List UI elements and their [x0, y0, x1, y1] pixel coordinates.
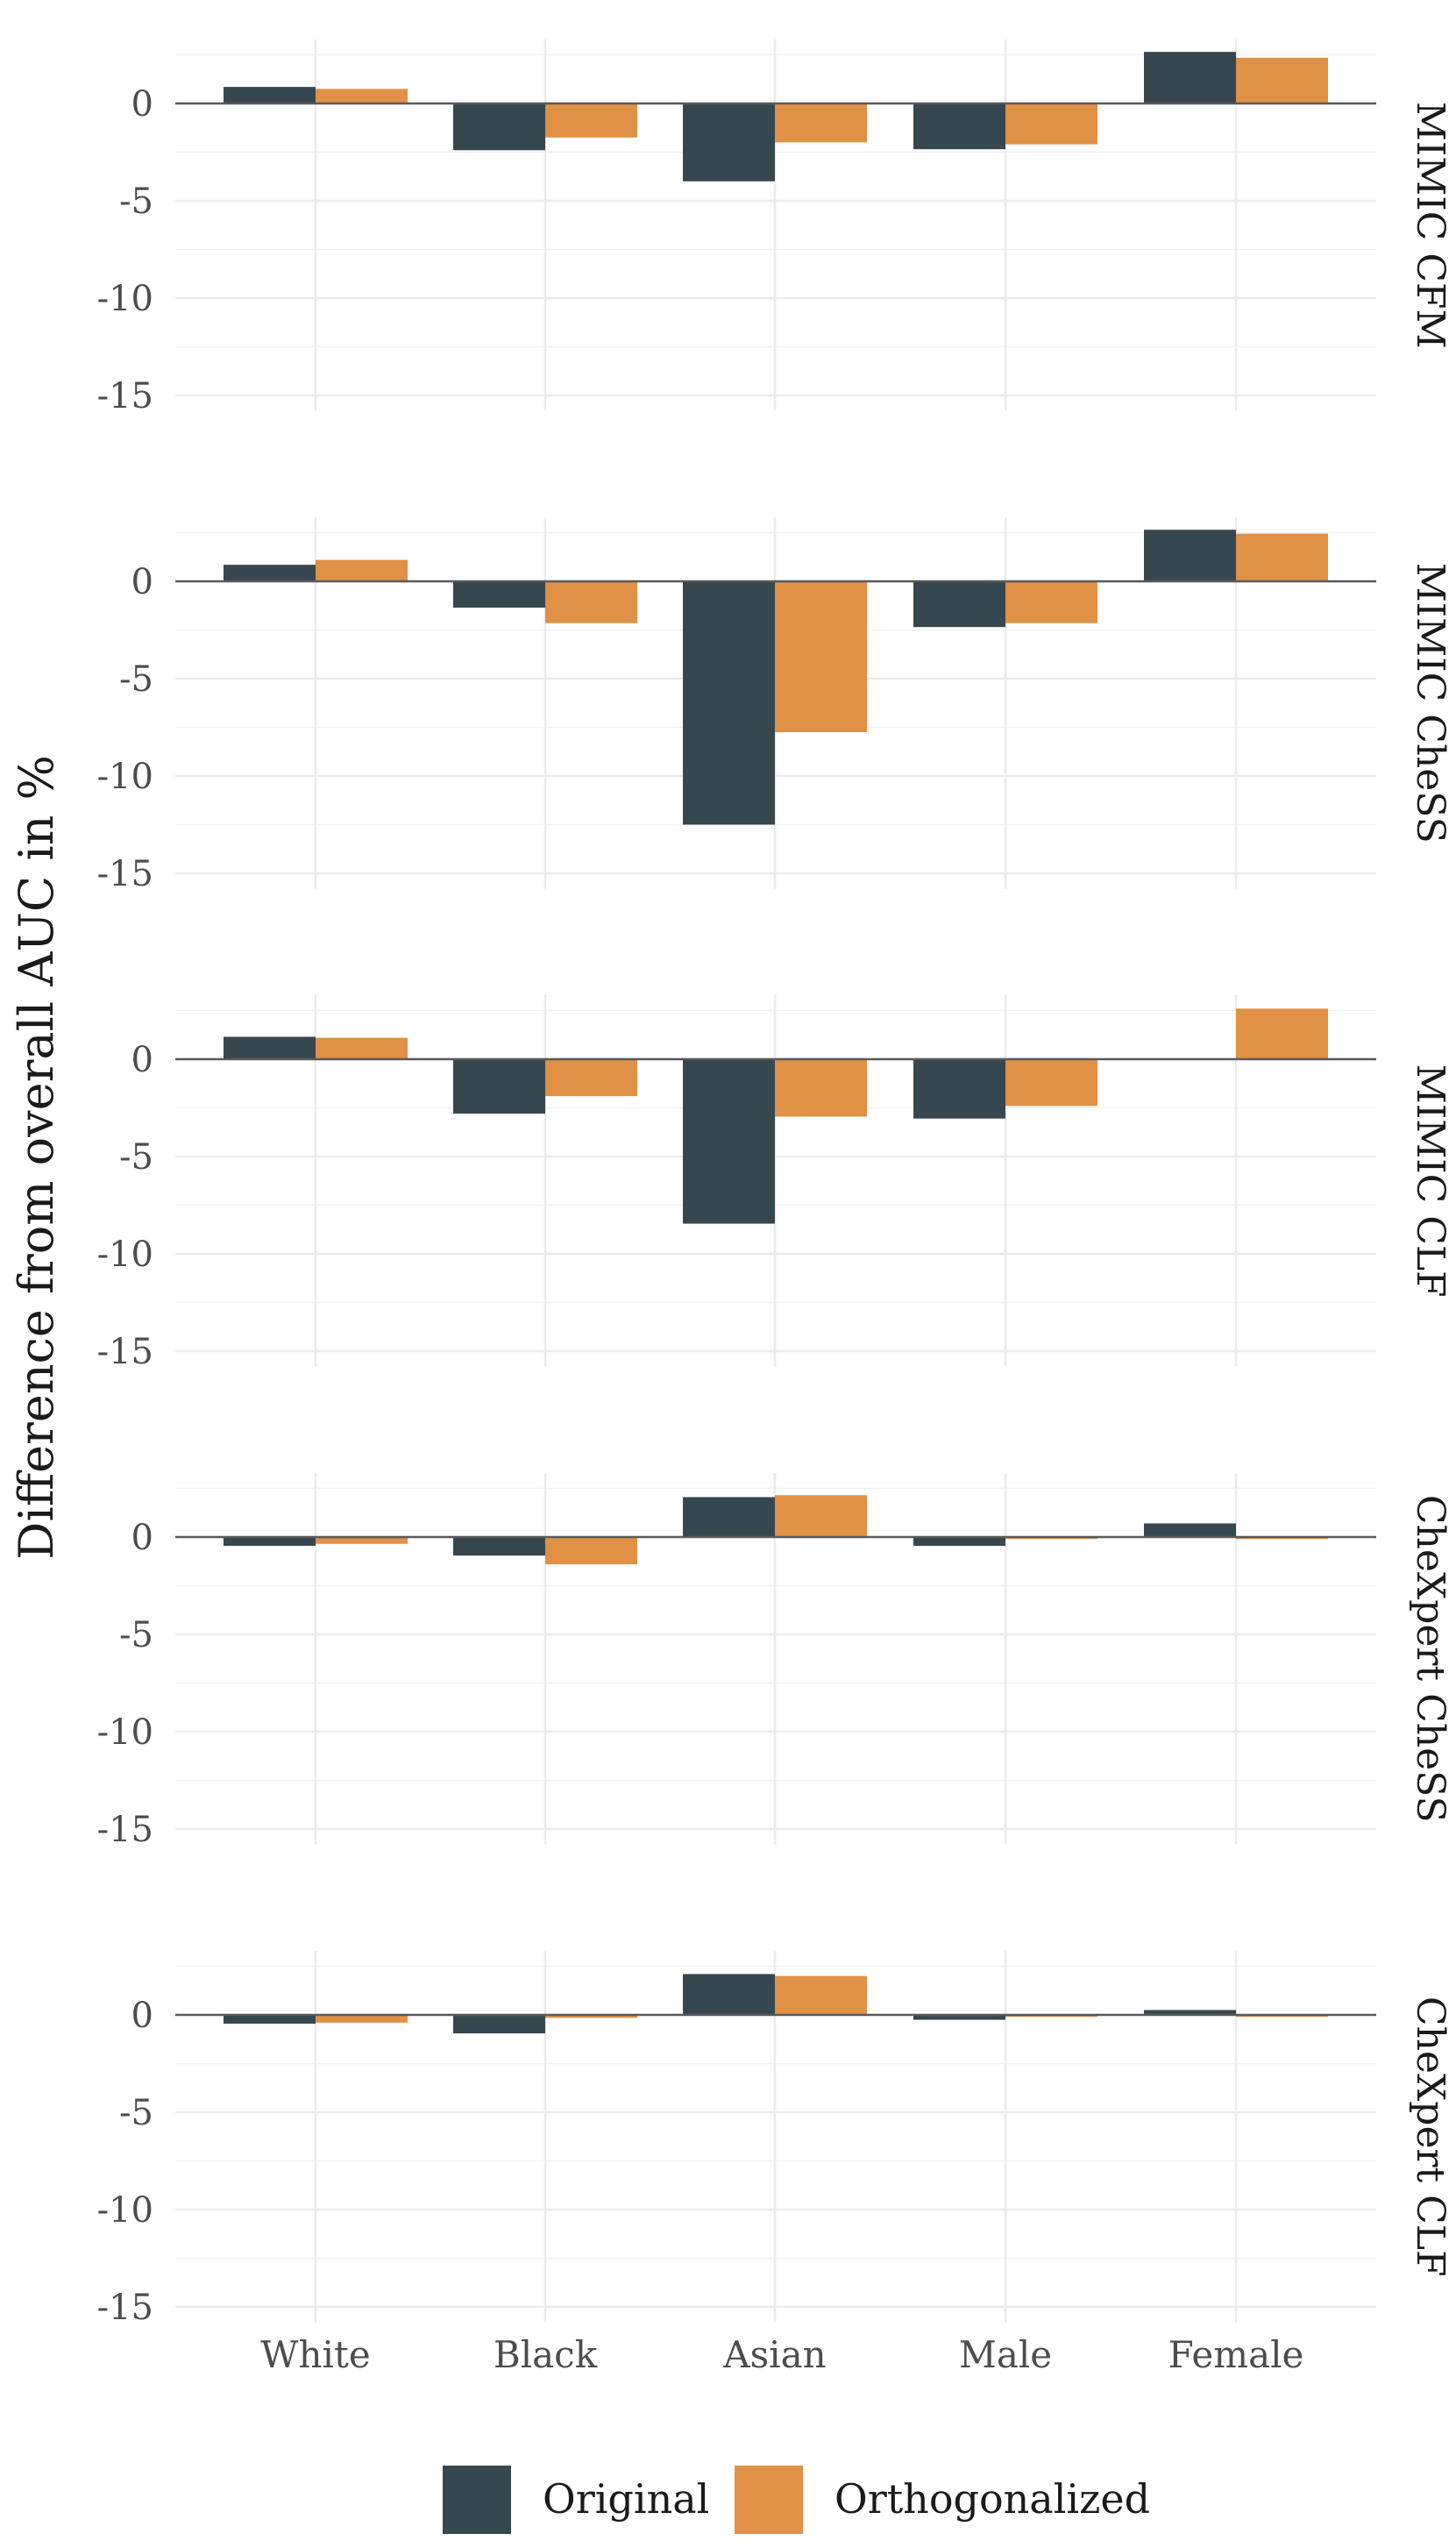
bar-orthogonalized-asian — [775, 1495, 867, 1537]
bar-orthogonalized-male — [1005, 1059, 1097, 1107]
bar-orthogonalized-white — [316, 1537, 408, 1544]
bar-original-asian — [683, 1497, 775, 1537]
y-axis-title: Difference from overall AUC in % — [9, 755, 64, 1560]
bar-original-asian — [683, 103, 775, 181]
bar-original-female — [1144, 2010, 1236, 2015]
bar-orthogonalized-asian — [775, 103, 867, 143]
bar-original-male — [913, 581, 1005, 628]
panel-mimic-chess: 0 -5 -10 -15 MIMIC CheSS — [97, 516, 1452, 894]
y-tick-label: 0 — [131, 1040, 153, 1080]
y-tick-label: -15 — [97, 2288, 153, 2328]
panel-mimic-cfm: 0 -5 -10 -15 MIMIC CFM — [97, 39, 1452, 416]
y-tick-label: -15 — [97, 1810, 153, 1850]
bar-orthogonalized-male — [1005, 581, 1097, 623]
x-tick-label: Black — [494, 2333, 598, 2376]
bar-orthogonalized-black — [545, 1059, 637, 1097]
y-tick-label: 0 — [131, 1996, 153, 2036]
bar-original-asian — [683, 581, 775, 825]
facet-strip-label: CheXpert CLF — [1408, 1996, 1452, 2277]
bar-orthogonalized-black — [545, 103, 637, 138]
bar-orthogonalized-white — [316, 559, 408, 581]
x-tick-label: White — [260, 2333, 370, 2376]
facet-strip-label: MIMIC CLF — [1408, 1064, 1452, 1298]
bar-orthogonalized-asian — [775, 1059, 867, 1117]
panel-mimic-clf: 0 -5 -10 -15 MIMIC CLF — [97, 994, 1452, 1372]
legend-label-original: Original — [543, 2475, 709, 2523]
y-tick-label: -10 — [97, 279, 153, 319]
bar-original-black — [453, 1059, 545, 1114]
y-tick-label: -15 — [97, 1332, 153, 1372]
y-tick-label: -10 — [97, 1712, 153, 1753]
legend-swatch-orthogonalized — [735, 2466, 803, 2534]
y-tick-label: -5 — [119, 659, 153, 700]
facet-strip-label: CheXpert CheSS — [1408, 1495, 1452, 1823]
bar-orthogonalized-asian — [775, 1975, 867, 2015]
bar-original-black — [453, 1537, 545, 1556]
panel-chexpert-chess: 0 -5 -10 -15 CheXpert CheSS — [97, 1472, 1452, 1850]
bar-original-white — [224, 1537, 316, 1546]
bar-original-white — [224, 2015, 316, 2024]
bar-original-white — [224, 565, 316, 581]
x-tick-label: Asian — [722, 2333, 826, 2376]
y-tick-label: 0 — [131, 84, 153, 125]
y-tick-label: -10 — [97, 757, 153, 797]
bar-orthogonalized-black — [545, 1537, 637, 1565]
bar-original-black — [453, 2015, 545, 2034]
bar-orthogonalized-female — [1236, 57, 1328, 103]
bar-orthogonalized-black — [545, 581, 637, 623]
bar-orthogonalized-asian — [775, 581, 867, 733]
y-tick-label: 0 — [131, 562, 153, 602]
bar-original-black — [453, 581, 545, 608]
legend-swatch-original — [443, 2466, 511, 2534]
y-tick-label: -15 — [97, 854, 153, 894]
panel-chexpert-clf: 0 -5 -10 -15 CheXpert CLF — [97, 1950, 1452, 2328]
legend-label-orthogonalized: Orthogonalized — [835, 2475, 1150, 2523]
legend: Original Orthogonalized — [443, 2466, 1150, 2534]
bar-original-asian — [683, 1059, 775, 1224]
bar-original-black — [453, 103, 545, 151]
bar-orthogonalized-white — [316, 1037, 408, 1059]
y-tick-label: -5 — [119, 181, 153, 222]
facet-strip-label: MIMIC CFM — [1408, 102, 1452, 349]
bar-original-white — [224, 1036, 316, 1059]
y-tick-label: 0 — [131, 1518, 153, 1558]
y-tick-label: -10 — [97, 2190, 153, 2231]
chart-panels: 0 -5 -10 -15 MIMIC CFM 0 -5 -10 -15 MIMIC CheSS 0 -… — [97, 39, 1452, 2328]
bar-original-female — [1144, 530, 1236, 581]
x-tick-label: Male — [959, 2333, 1052, 2376]
bar-orthogonalized-white — [316, 2015, 408, 2023]
bar-orthogonalized-female — [1236, 1008, 1328, 1059]
y-tick-label: -15 — [97, 376, 153, 416]
y-tick-label: -5 — [119, 1615, 153, 1655]
bar-original-male — [913, 1059, 1005, 1119]
bar-original-white — [224, 87, 316, 103]
bar-orthogonalized-male — [1005, 103, 1097, 145]
bar-original-male — [913, 103, 1005, 150]
y-tick-label: -5 — [119, 2093, 153, 2133]
bar-orthogonalized-white — [316, 89, 408, 103]
x-tick-label: Female — [1168, 2333, 1304, 2376]
bar-original-female — [1144, 52, 1236, 103]
bar-original-asian — [683, 1974, 775, 2015]
bar-original-female — [1144, 1523, 1236, 1537]
y-tick-label: -5 — [119, 1137, 153, 1178]
y-tick-label: -10 — [97, 1235, 153, 1275]
x-axis: White Black Asian Male Female — [260, 2333, 1303, 2376]
bar-original-male — [913, 1537, 1005, 1546]
bar-orthogonalized-black — [545, 2015, 637, 2018]
bar-original-male — [913, 2015, 1005, 2020]
bar-orthogonalized-female — [1236, 533, 1328, 581]
facet-strip-label: MIMIC CheSS — [1408, 563, 1452, 843]
